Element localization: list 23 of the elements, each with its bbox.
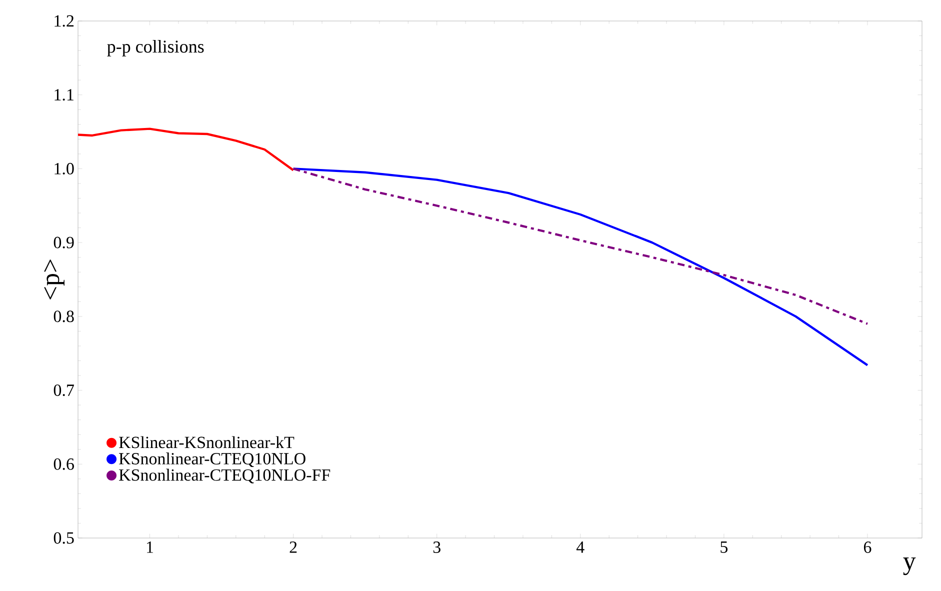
x-axis-title: y xyxy=(903,558,916,576)
legend-label: KSlinear-KSnonlinear-kT xyxy=(119,436,294,448)
y-tick-label: 1.2 xyxy=(54,15,74,27)
x-tick-label: 3 xyxy=(433,542,440,553)
x-tick-label: 4 xyxy=(576,542,584,553)
line-series xyxy=(292,168,869,366)
x-tick-label: 6 xyxy=(864,542,872,553)
x-tick-label: 2 xyxy=(290,542,297,553)
line-series xyxy=(78,128,294,172)
legend-label: KSnonlinear-CTEQ10NLO xyxy=(119,452,306,468)
line-series xyxy=(292,168,869,325)
x-tick-label: 5 xyxy=(720,542,728,553)
annotation: p-p collisions xyxy=(107,40,204,56)
y-tick-label: 0.8 xyxy=(54,310,74,322)
y-tick-label: 0.7 xyxy=(54,384,74,396)
y-tick-label: 0.5 xyxy=(54,532,74,544)
y-tick-label: 1.0 xyxy=(54,162,74,174)
y-axis-title: <p> xyxy=(44,260,64,300)
y-tick-label: 0.9 xyxy=(54,236,74,248)
y-tick-label: 0.6 xyxy=(54,458,74,470)
legend-label: KSnonlinear-CTEQ10NLO-FF xyxy=(119,468,330,484)
y-tick-label: 1.1 xyxy=(54,89,74,101)
x-tick-label: 1 xyxy=(147,542,154,553)
